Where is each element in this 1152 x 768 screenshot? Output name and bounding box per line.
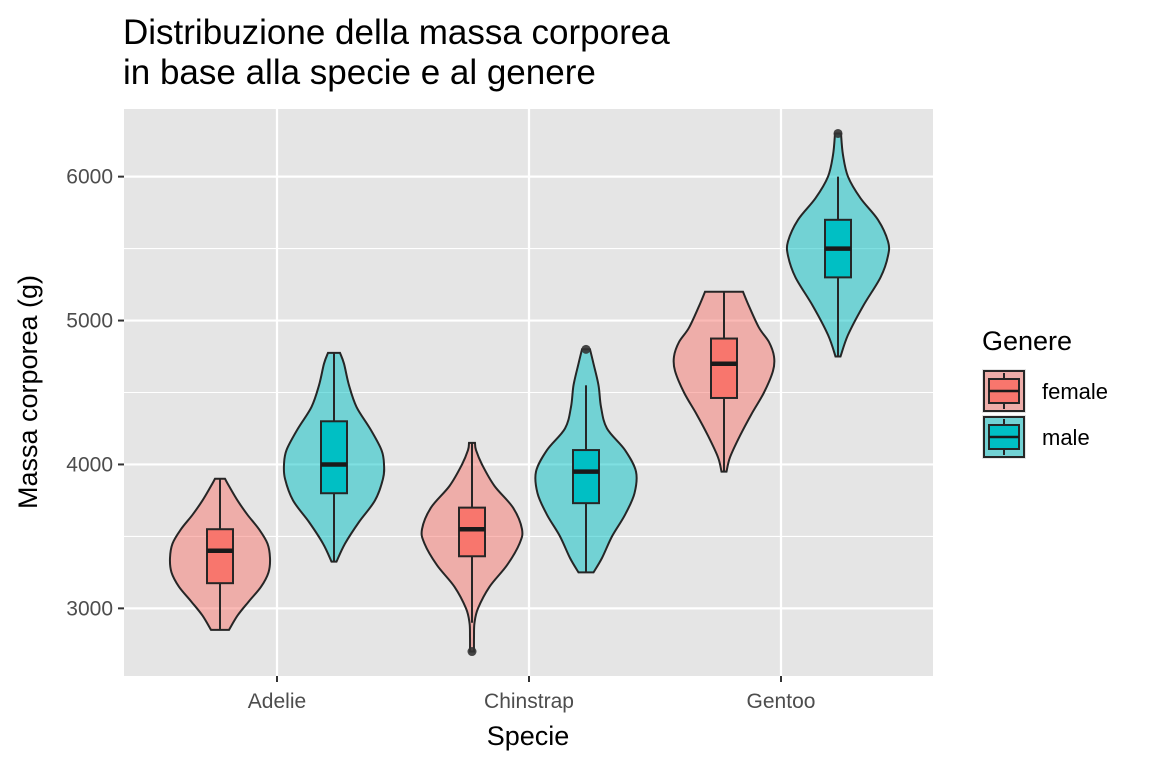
outlier-point	[467, 647, 477, 657]
chart-title-line-2: in base alla specie e al genere	[123, 53, 596, 92]
axes: 3000 4000 5000 6000 Adelie Chinstrap Gentoo	[66, 166, 815, 713]
y-tick-label: 4000	[66, 453, 113, 476]
y-axis-title: Massa corporea (g)	[13, 275, 43, 509]
legend-entry-female: female	[982, 369, 1108, 413]
legend-label: female	[1042, 379, 1108, 404]
x-tick-label: Adelie	[248, 690, 306, 713]
chart-title-line-1: Distribuzione della massa corporea	[123, 13, 670, 52]
violin-group-chinstrap-male	[534, 344, 638, 574]
y-tick-label: 5000	[66, 310, 113, 333]
box-iqr	[206, 528, 234, 585]
outlier-point	[833, 128, 843, 138]
x-tick-label: Gentoo	[747, 690, 816, 713]
violin-group-gentoo-female	[672, 290, 776, 473]
box-iqr	[458, 506, 486, 558]
legend: Genere female male	[982, 326, 1108, 459]
box-iqr	[320, 420, 348, 495]
outlier-point	[581, 344, 591, 354]
gridlines	[124, 104, 933, 681]
plot-marks	[168, 128, 891, 657]
legend-label: male	[1042, 425, 1090, 450]
box-iqr	[572, 449, 600, 505]
legend-entry-male: male	[982, 415, 1090, 459]
violin-group-chinstrap-female	[420, 441, 524, 657]
violin-group-adelie-male	[282, 351, 386, 563]
legend-entries: female male	[982, 369, 1108, 459]
legend-title: Genere	[982, 326, 1072, 356]
violin-group-gentoo-male	[785, 128, 891, 358]
x-tick-label: Chinstrap	[484, 690, 574, 713]
chart-title: Distribuzione della massa corporea in ba…	[123, 13, 670, 92]
violin-group-adelie-female	[168, 477, 272, 631]
y-tick-label: 3000	[66, 597, 113, 620]
y-tick-label: 6000	[66, 166, 113, 189]
box-iqr	[710, 337, 738, 399]
x-axis-title: Specie	[487, 721, 570, 751]
